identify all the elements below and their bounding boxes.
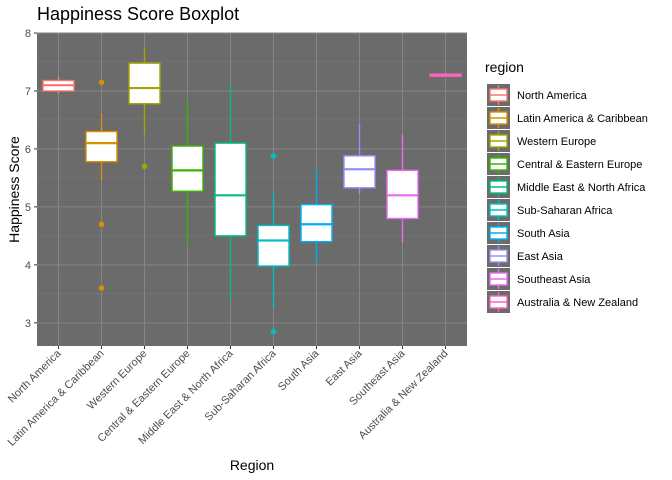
legend-title: region [485, 59, 524, 75]
y-axis-title: Happiness Score [6, 136, 22, 243]
y-tick-label: 8 [25, 28, 31, 40]
box-5 [214, 85, 247, 300]
legend: region North America Latin America & Cari… [485, 59, 648, 313]
y-tick-label: 4 [25, 260, 31, 272]
box-9 [386, 134, 419, 243]
box-1 [42, 76, 75, 94]
legend-item-3: Western Europe [487, 130, 596, 152]
box-iqr [257, 224, 290, 267]
outlier-point [141, 163, 148, 170]
legend-item-4: Central & Eastern Europe [487, 153, 642, 175]
legend-label: Latin America & Caribbean [517, 113, 648, 125]
x-tick-label: East Asia [324, 347, 366, 389]
box-iqr [128, 62, 161, 105]
outlier-point [270, 153, 277, 159]
box-10 [429, 73, 462, 77]
legend-label: Central & Eastern Europe [517, 159, 642, 171]
x-axis-title: Region [230, 457, 274, 473]
outlier-point [98, 285, 105, 291]
legend-label: East Asia [517, 251, 564, 263]
outlier-point [98, 221, 105, 228]
box-iqr [300, 203, 333, 243]
legend-item-9: Southeast Asia [487, 268, 591, 290]
box-6 [257, 153, 290, 335]
box-iqr [214, 142, 247, 237]
legend-label: Southeast Asia [517, 274, 591, 286]
box-7 [300, 169, 333, 264]
legend-label: North America [517, 90, 588, 102]
legend-item-2: Latin America & Caribbean [487, 107, 648, 129]
outlier-point [270, 328, 277, 335]
y-axis: 3 4 5 6 7 8 [25, 28, 37, 330]
box-3 [128, 47, 161, 170]
legend-label: Middle East & North Africa [517, 182, 646, 194]
legend-label: Australia & New Zealand [517, 297, 638, 309]
legend-item-7: South Asia [487, 222, 570, 244]
legend-item-5: Middle East & North Africa [487, 176, 646, 198]
box-2 [85, 79, 118, 291]
y-tick-label: 5 [25, 202, 31, 214]
legend-label: Sub-Saharan Africa [517, 205, 613, 217]
legend-label: South Asia [517, 228, 570, 240]
y-tick-label: 7 [25, 86, 31, 98]
box-iqr [171, 145, 204, 192]
chart-title: Happiness Score Boxplot [37, 4, 239, 24]
x-tick-label: Sub-Saharan Africa [203, 347, 280, 424]
box-iqr [85, 130, 118, 163]
boxes-layer [42, 47, 462, 335]
outlier-point [98, 79, 105, 86]
x-tick-label: Australia & New Zealand [357, 348, 451, 442]
legend-item-10: Australia & New Zealand [487, 291, 638, 313]
y-tick-label: 3 [25, 318, 31, 330]
legend-item-6: Sub-Saharan Africa [487, 199, 613, 221]
box-4 [171, 99, 204, 245]
legend-item-1: North America [487, 84, 588, 106]
x-tick-label: South Asia [276, 347, 322, 393]
legend-label: Western Europe [517, 136, 596, 148]
legend-item-8: East Asia [487, 245, 564, 267]
box-iqr [343, 155, 376, 189]
y-tick-label: 6 [25, 144, 31, 156]
box-8 [343, 124, 376, 195]
